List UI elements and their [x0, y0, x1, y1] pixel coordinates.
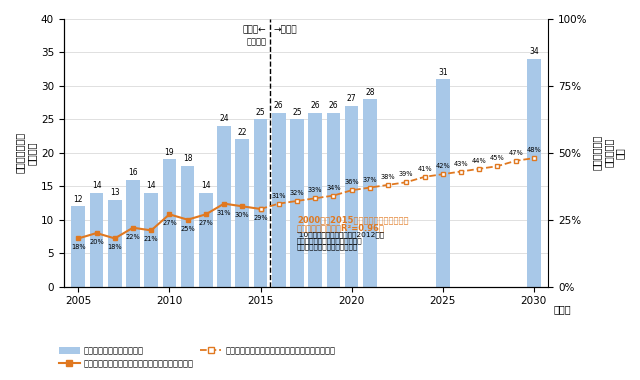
Text: 2000年～2015年のアンケート調査結果: 2000年～2015年のアンケート調査結果	[297, 216, 408, 225]
Text: 25%: 25%	[180, 226, 195, 231]
Text: 30%: 30%	[235, 212, 250, 218]
Bar	[345, 106, 358, 287]
Text: 38%: 38%	[381, 174, 396, 180]
Text: 26: 26	[310, 101, 320, 110]
Text: 14: 14	[201, 181, 211, 190]
Legend: 既存住宅流通量（左目盛）, 既存住宅を購入する世帯比率（実績値、右目盛）, 既存住宅を購入する世帯比率（予測値、右目盛）: 既存住宅流通量（左目盛）, 既存住宅を購入する世帯比率（実績値、右目盛）, 既存…	[56, 343, 339, 372]
Text: 13: 13	[110, 188, 120, 197]
Text: 仮定し、近似式の対象から除外: 仮定し、近似式の対象から除外	[297, 244, 358, 250]
Text: 34: 34	[529, 48, 539, 57]
Text: 25: 25	[292, 108, 302, 117]
Text: 19: 19	[164, 148, 174, 157]
Text: 27%: 27%	[198, 220, 213, 226]
Bar	[308, 112, 322, 287]
Bar	[290, 119, 304, 287]
Text: 震災による突発的な変動であると: 震災による突発的な変動であると	[297, 238, 363, 244]
Text: →予測値: →予測値	[273, 26, 297, 35]
Text: 31%: 31%	[271, 193, 286, 199]
Bar	[199, 193, 212, 287]
Text: 31: 31	[438, 68, 447, 76]
Text: 実績値←: 実績値←	[243, 26, 266, 35]
Text: 12: 12	[74, 195, 83, 204]
Text: 45%: 45%	[490, 155, 505, 162]
Bar	[163, 160, 176, 287]
Text: 28: 28	[365, 88, 374, 97]
Text: 31%: 31%	[217, 209, 231, 215]
Text: 36%: 36%	[344, 179, 359, 185]
Text: 20%: 20%	[89, 239, 104, 245]
Bar	[181, 166, 195, 287]
Bar	[90, 193, 104, 287]
Bar	[217, 126, 231, 287]
Text: 44%: 44%	[472, 158, 486, 164]
Bar	[363, 99, 377, 287]
Text: 21%: 21%	[144, 236, 159, 242]
Text: 27: 27	[347, 94, 356, 103]
Text: 32%: 32%	[290, 190, 304, 196]
Bar	[145, 193, 158, 287]
Bar	[253, 119, 268, 287]
Text: に基づく線形近似（R²=0.96）: に基づく線形近似（R²=0.96）	[297, 224, 385, 233]
Text: 34%: 34%	[326, 185, 340, 191]
Bar	[272, 112, 285, 287]
Text: 18%: 18%	[108, 244, 122, 250]
Text: 48%: 48%	[527, 147, 541, 153]
Bar	[72, 206, 85, 287]
Text: 26: 26	[328, 101, 338, 110]
Text: 43%: 43%	[454, 161, 468, 167]
Y-axis label: 既存住宅流通量
（万戸）: 既存住宅流通量 （万戸）	[15, 132, 36, 173]
Text: 47%: 47%	[508, 150, 523, 156]
Text: （年）: （年）	[553, 304, 571, 314]
Text: 33%: 33%	[308, 187, 323, 193]
Bar	[527, 59, 541, 287]
Text: 24: 24	[220, 114, 229, 124]
Text: 41%: 41%	[417, 166, 432, 172]
Text: 27%: 27%	[162, 220, 177, 226]
Bar	[108, 200, 122, 287]
Text: 22%: 22%	[125, 234, 140, 240]
Text: 25: 25	[256, 108, 266, 117]
Text: 14: 14	[92, 181, 101, 190]
Text: 22: 22	[237, 128, 247, 137]
Bar	[126, 179, 140, 287]
Text: 16: 16	[128, 168, 138, 177]
Text: （推計）: （推計）	[247, 38, 267, 47]
Bar	[436, 79, 449, 287]
Text: 29%: 29%	[253, 215, 268, 221]
Text: 26: 26	[274, 101, 284, 110]
Text: 14: 14	[147, 181, 156, 190]
Text: 18: 18	[183, 155, 193, 163]
Text: 37%: 37%	[362, 177, 377, 183]
Text: 18%: 18%	[71, 244, 86, 250]
Y-axis label: 既存住宅を購
入した世帯
比率: 既存住宅を購 入した世帯 比率	[592, 135, 625, 170]
Text: ‶10年はリーマンショック、2012年は: ‶10年はリーマンショック、2012年は	[297, 232, 385, 238]
Text: 39%: 39%	[399, 171, 413, 177]
Text: 42%: 42%	[435, 163, 450, 169]
Bar	[236, 139, 249, 287]
Bar	[326, 112, 340, 287]
